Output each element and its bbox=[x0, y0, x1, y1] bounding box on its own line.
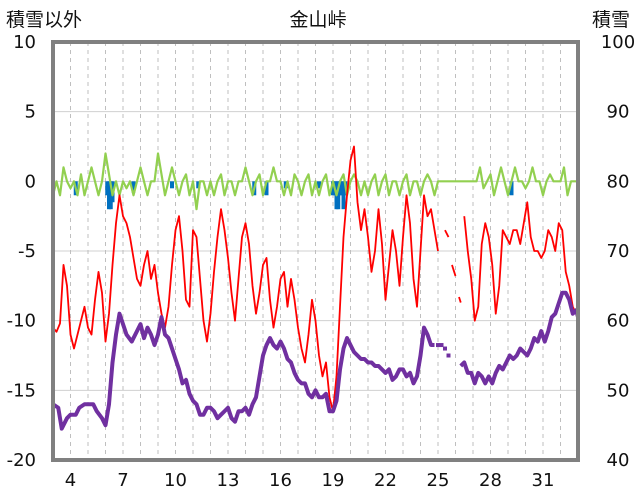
green-series bbox=[51, 152, 578, 211]
x-tick-label: 7 bbox=[117, 470, 128, 491]
left-axis-label: 積雪以外 bbox=[6, 9, 82, 31]
blue-bar bbox=[196, 181, 201, 189]
x-tick-label: 16 bbox=[269, 470, 292, 491]
x-tick-label: 10 bbox=[164, 470, 187, 491]
right-tick-label: 80 bbox=[607, 171, 630, 192]
left-tick-label: -15 bbox=[7, 380, 36, 401]
temperature-line bbox=[444, 229, 450, 238]
temperature-line bbox=[451, 264, 457, 277]
blue-bar bbox=[317, 181, 321, 189]
snow-depth-point bbox=[443, 346, 447, 351]
right-tick-label: 100 bbox=[601, 32, 635, 53]
snow-depth-point bbox=[439, 343, 444, 348]
temperature-series bbox=[52, 145, 579, 413]
x-axis: 4 7 10 13 16 19 22 25 28 31 bbox=[65, 470, 555, 491]
left-tick-label: -20 bbox=[7, 450, 36, 471]
left-axis: 10 5 0 -5 -10 -15 -20 bbox=[7, 32, 36, 471]
x-tick-label: 4 bbox=[65, 470, 76, 491]
right-axis-label: 積雪 bbox=[592, 9, 630, 31]
snow-depth-line bbox=[459, 290, 580, 386]
snow-depth-line bbox=[51, 311, 435, 431]
green-line bbox=[51, 152, 578, 211]
x-tick-label: 31 bbox=[532, 470, 555, 491]
blue-bar bbox=[131, 181, 136, 193]
snow-depth-series bbox=[51, 290, 580, 431]
left-tick-label: -5 bbox=[18, 241, 36, 262]
temperature-line bbox=[52, 145, 439, 413]
x-tick-label: 22 bbox=[374, 470, 397, 491]
x-tick-label: 19 bbox=[322, 470, 345, 491]
snow-depth-point bbox=[446, 353, 451, 358]
left-tick-label: 10 bbox=[13, 32, 36, 53]
blue-bar bbox=[170, 181, 174, 189]
snow-depth-point bbox=[436, 343, 440, 348]
plot-frame bbox=[51, 40, 580, 462]
right-tick-label: 70 bbox=[607, 241, 630, 262]
blue-bar bbox=[264, 181, 269, 196]
x-tick-label: 28 bbox=[479, 470, 502, 491]
right-tick-label: 40 bbox=[607, 450, 630, 471]
right-tick-label: 50 bbox=[607, 380, 630, 401]
chart-title: 金山峠 bbox=[289, 9, 346, 31]
temperature-line bbox=[458, 296, 462, 303]
left-tick-label: -10 bbox=[7, 311, 36, 332]
x-tick-label: 13 bbox=[217, 470, 240, 491]
right-axis: 100 90 80 70 60 50 40 bbox=[601, 32, 635, 471]
left-tick-label: 0 bbox=[25, 171, 36, 192]
blue-bar bbox=[509, 181, 514, 196]
right-tick-label: 60 bbox=[607, 311, 630, 332]
right-tick-label: 90 bbox=[607, 102, 630, 123]
left-tick-label: 5 bbox=[25, 102, 36, 123]
grid bbox=[53, 42, 578, 460]
temperature-line bbox=[463, 201, 579, 322]
x-tick-label: 25 bbox=[427, 470, 450, 491]
